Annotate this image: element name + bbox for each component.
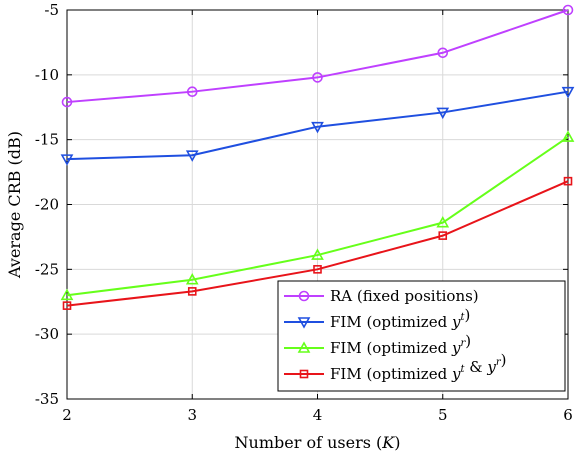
axis-ticks: 2 3 4 5 6 -5 -10 -15 -20 -25 -30 -35 <box>35 1 573 424</box>
data-point-square <box>313 265 322 274</box>
x-tick-label: 2 <box>62 406 72 424</box>
data-point-circle <box>61 96 73 108</box>
data-point-triangle-up <box>60 288 74 301</box>
legend-label: FIM (optimized yt) <box>330 306 470 331</box>
y-axis-label: Average CRB (dB) <box>5 131 24 279</box>
data-point-triangle-down <box>561 86 575 99</box>
y-tick-label: -5 <box>44 1 59 19</box>
series-1 <box>61 4 574 108</box>
data-point-square <box>563 176 573 186</box>
legend-item: FIM (optimized yt) <box>284 306 470 331</box>
y-tick-label: -35 <box>35 390 59 408</box>
data-point-triangle-down <box>297 317 311 329</box>
legend-item: RA (fixed positions) <box>284 287 479 305</box>
data-point-triangle-down <box>436 107 450 120</box>
y-tick-label: -15 <box>35 131 59 149</box>
y-tick-label: -10 <box>35 66 59 84</box>
data-point-triangle-down <box>185 150 199 162</box>
y-tick-label: -30 <box>35 325 59 343</box>
series-line <box>66 180 569 307</box>
data-point-triangle-up <box>436 216 450 228</box>
data-point-circle <box>562 4 574 16</box>
legend: RA (fixed positions)FIM (optimized yt)FI… <box>277 280 566 392</box>
x-tick-label: 4 <box>313 406 323 424</box>
x-tick-label: 3 <box>187 406 197 424</box>
series-3 <box>60 130 575 301</box>
data-point-triangle-up <box>185 273 199 285</box>
series-layer <box>60 4 575 310</box>
data-point-square <box>299 369 309 379</box>
data-point-square <box>438 231 448 240</box>
data-point-triangle-down <box>311 121 324 134</box>
x-tick-label: 5 <box>438 406 448 424</box>
data-point-circle <box>437 47 449 59</box>
series-line <box>66 9 569 104</box>
data-point-square <box>187 287 197 296</box>
data-point-triangle-up <box>311 248 324 260</box>
y-tick-label: -25 <box>35 260 59 278</box>
x-axis-label: Number of users (K) <box>235 433 401 452</box>
legend-item: FIM (optimized yt & yr) <box>284 351 506 383</box>
data-point-circle <box>312 72 323 83</box>
data-point-triangle-down <box>60 154 74 166</box>
x-tick-label: 6 <box>563 406 573 424</box>
data-point-circle <box>298 290 310 302</box>
data-point-triangle-up <box>297 341 311 353</box>
legend-box <box>277 280 566 392</box>
legend-item: FIM (optimized yr) <box>284 332 471 357</box>
series-4 <box>62 176 573 310</box>
series-line <box>66 90 569 161</box>
data-point-square <box>62 301 72 310</box>
legend-label: FIM (optimized yt & yr) <box>330 351 506 383</box>
legend-label: RA (fixed positions) <box>330 287 479 305</box>
y-tick-label: -20 <box>35 196 59 214</box>
data-point-triangle-up <box>561 130 575 142</box>
series-line <box>66 136 569 297</box>
data-point-circle <box>186 86 198 97</box>
series-2 <box>60 86 575 166</box>
legend-label: FIM (optimized yr) <box>330 332 471 357</box>
